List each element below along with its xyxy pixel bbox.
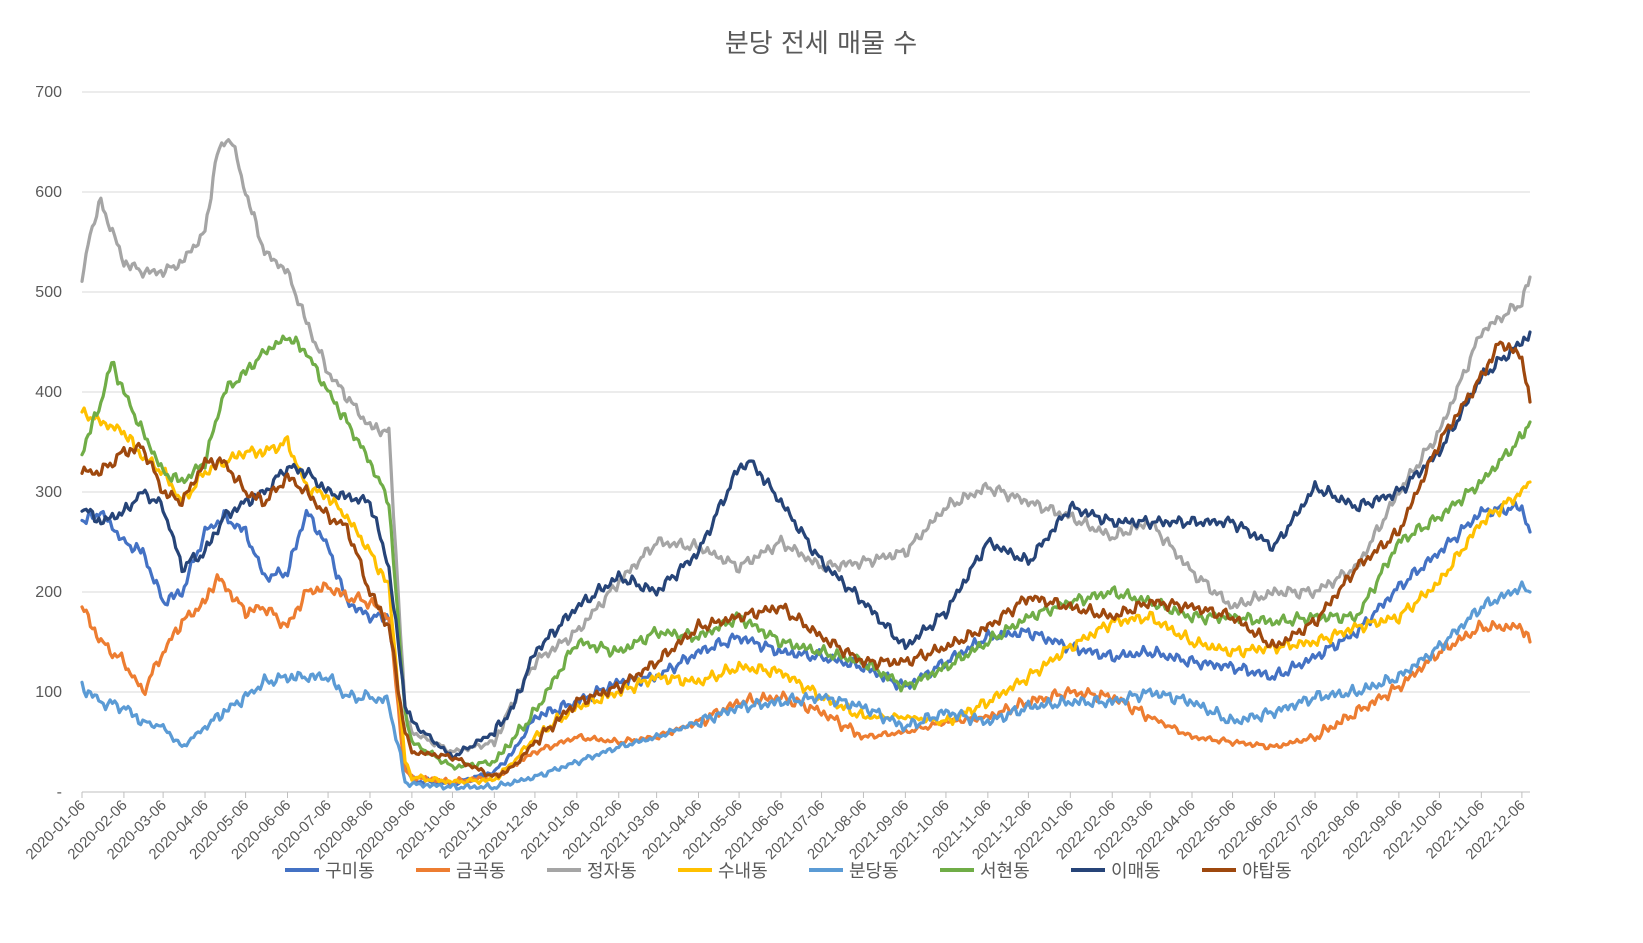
chart-title: 분당 전세 매물 수: [725, 29, 917, 59]
legend-label-1: 구미동: [325, 861, 375, 882]
y-tick-label: 500: [35, 284, 62, 301]
legend-label-5: 분당동: [849, 861, 899, 882]
legend-label-4: 수내동: [718, 861, 768, 882]
y-axis: - 100 200 300 400 500 600 700: [35, 84, 62, 801]
legend-label-7: 이매동: [1111, 861, 1161, 882]
series-layer: [80, 138, 1532, 791]
series-line-4: [80, 406, 1532, 786]
legend-label-2: 금곡동: [456, 861, 506, 882]
legend-label-6: 서현동: [980, 861, 1030, 882]
legend: 구미동 금곡동 정자동 수내동 분당동 서현동 이매동 야탑동: [285, 861, 1292, 882]
series-line-3: [80, 138, 1532, 755]
series-line-7: [80, 330, 1532, 760]
series-line-5: [80, 580, 1532, 791]
y-tick-label: 400: [35, 384, 62, 401]
legend-label-3: 정자동: [587, 861, 637, 882]
y-tick-label: 300: [35, 484, 62, 501]
series-line-2: [80, 573, 1532, 786]
y-tick-label: -: [57, 784, 62, 801]
y-tick-label: 700: [35, 84, 62, 101]
legend-label-8: 야탑동: [1242, 861, 1292, 882]
grid-layer: [82, 91, 1530, 793]
series-line-8: [80, 340, 1532, 779]
y-tick-label: 600: [35, 184, 62, 201]
series-line-1: [80, 500, 1532, 787]
y-tick-label: 100: [35, 684, 62, 701]
series-line-6: [80, 334, 1532, 771]
y-tick-label: 200: [35, 584, 62, 601]
x-axis: 2020-01-062020-02-062020-03-062020-04-06…: [23, 792, 1529, 863]
